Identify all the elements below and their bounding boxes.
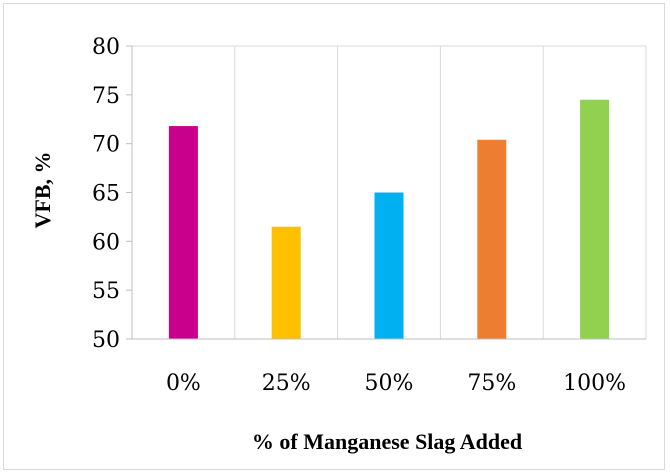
x-tick-label: 25% (262, 371, 311, 396)
y-tick-label: 75 (92, 84, 120, 109)
y-tick-labels: 50 55 60 65 70 75 80 (92, 35, 120, 353)
chart-frame (3, 3, 665, 470)
bar-50pct (374, 192, 404, 339)
y-tick-label: 60 (92, 230, 120, 255)
y-tick-label: 50 (92, 328, 120, 353)
x-tick-label: 100% (563, 371, 626, 396)
y-axis-title: VFB, % (30, 152, 55, 229)
axes (126, 45, 646, 340)
y-tick-label: 80 (92, 35, 120, 60)
x-axis-title: % of Manganese Slag Added (252, 429, 522, 454)
x-tick-label: 0% (166, 371, 201, 396)
bar-0pct (168, 126, 198, 339)
y-tick-label: 70 (92, 133, 120, 158)
x-tick-label: 50% (365, 371, 414, 396)
bar-75pct (477, 139, 507, 339)
bars (168, 99, 610, 339)
x-tick-label: 75% (467, 371, 516, 396)
y-tick-label: 65 (92, 182, 120, 207)
bar-25pct (271, 226, 301, 339)
bar-100pct (580, 99, 610, 339)
y-tick-label: 55 (92, 279, 120, 304)
x-tick-labels: 0% 25% 50% 75% 100% (166, 371, 626, 396)
